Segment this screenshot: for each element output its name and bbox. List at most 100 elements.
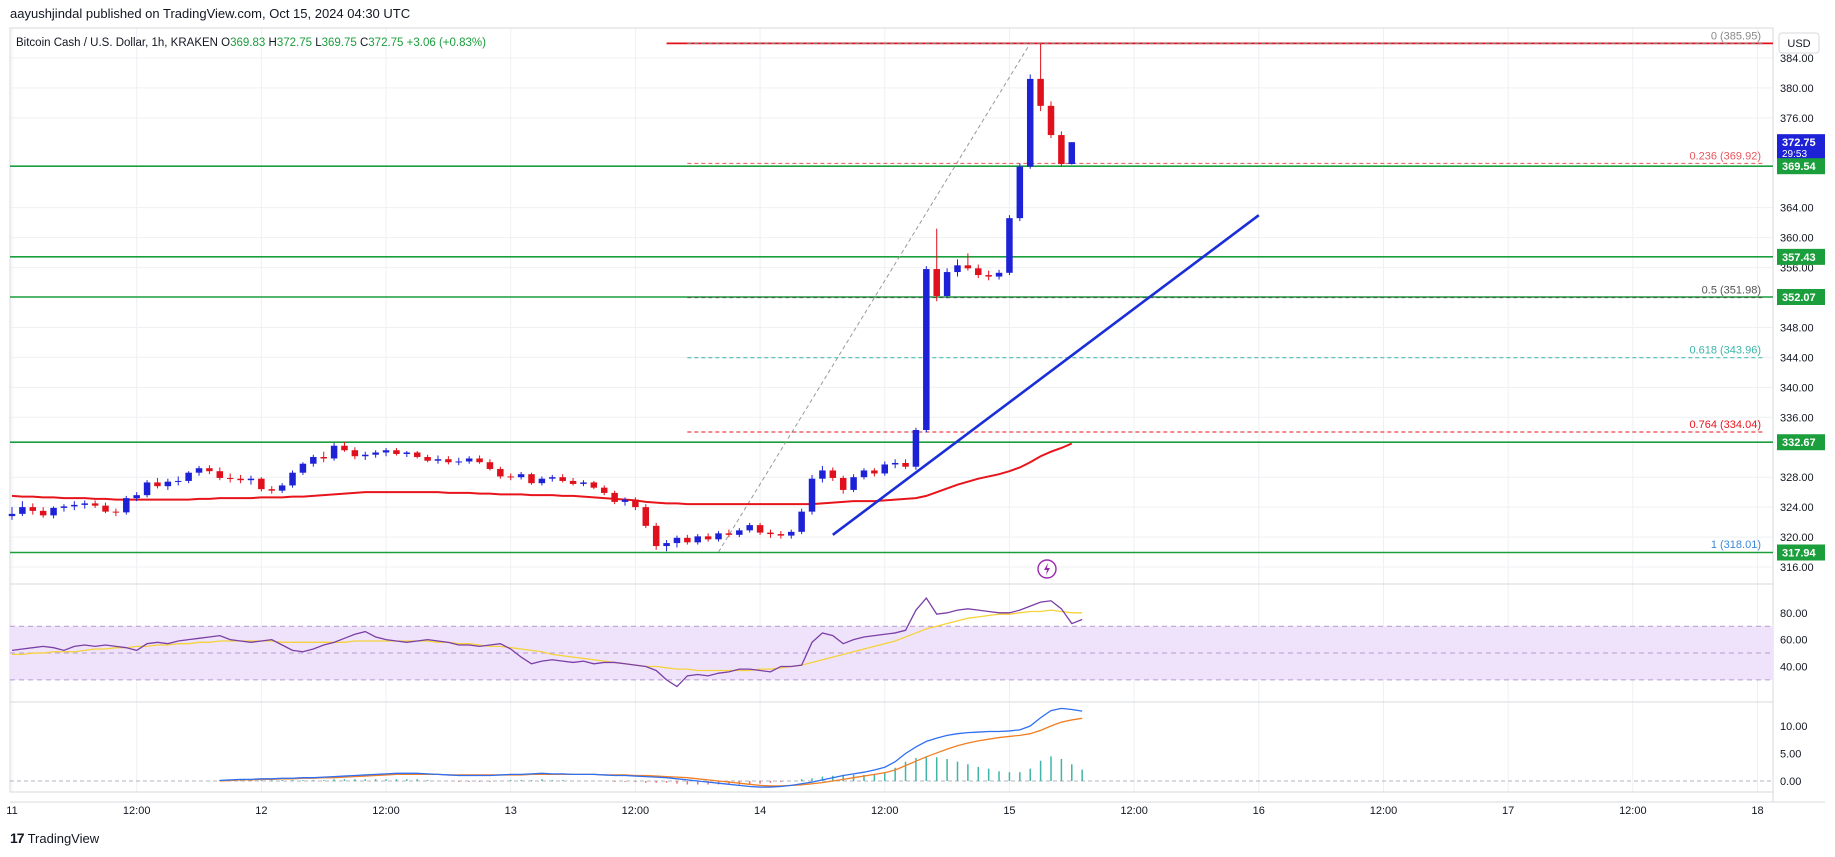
candle — [517, 471, 525, 480]
candle-body — [1037, 78, 1044, 106]
macd-tick-label: 5.00 — [1780, 749, 1801, 761]
lightning-icon — [1044, 563, 1050, 575]
trend-line — [832, 214, 1260, 536]
candle — [569, 477, 577, 486]
candle-body — [185, 472, 192, 481]
candle-body — [455, 461, 463, 463]
candle-body — [684, 537, 691, 543]
candle — [1037, 43, 1044, 112]
moving-average-line — [11, 442, 1073, 506]
candle — [102, 502, 109, 514]
candle — [871, 468, 878, 477]
candle — [123, 495, 130, 515]
price-tick-label: 316.00 — [1780, 562, 1814, 574]
candle-body — [174, 480, 182, 482]
candle-body — [632, 499, 639, 508]
price-tick-label: 380.00 — [1780, 83, 1814, 95]
price-badge-label: 332.67 — [1782, 437, 1816, 449]
candle-body — [995, 272, 1003, 277]
candle-body — [19, 507, 26, 514]
candle — [476, 455, 483, 464]
candle — [985, 270, 992, 281]
candle-body — [871, 470, 878, 474]
candle-body — [143, 482, 151, 496]
candle-body — [777, 534, 785, 536]
candle — [164, 478, 172, 490]
price-tick-label: 348.00 — [1780, 322, 1814, 334]
candle-body — [133, 495, 140, 499]
candle-body — [559, 477, 566, 481]
price-tick-label: 364.00 — [1780, 203, 1814, 215]
candle-body — [39, 510, 47, 516]
macd-line — [219, 707, 1083, 788]
candle — [902, 459, 909, 469]
candle-body — [1047, 105, 1055, 136]
candle — [8, 507, 16, 520]
candle-body — [195, 468, 203, 473]
candle — [268, 486, 275, 494]
candle-body — [268, 489, 275, 491]
time-tick-label: 18 — [1751, 805, 1763, 817]
moving-average — [11, 442, 1073, 506]
time-tick-label: 14 — [754, 805, 766, 817]
candle-body — [29, 507, 37, 511]
candle — [507, 473, 514, 481]
footer-brand: 17 TradingView — [10, 830, 99, 846]
time-tick-label: 12 — [255, 805, 267, 817]
candle-body — [123, 498, 130, 513]
candle-body — [258, 478, 265, 490]
candle — [777, 531, 785, 539]
candle — [684, 534, 691, 545]
fib-level-label: 0 (385.95) — [1711, 30, 1761, 42]
candle — [611, 490, 618, 505]
candle-body — [320, 456, 327, 459]
candle-body — [704, 536, 712, 540]
price-tick-label: 336.00 — [1780, 412, 1814, 424]
candle-body — [206, 468, 213, 472]
legend-part: 369.83 — [230, 37, 268, 49]
alert-icon — [1037, 559, 1057, 579]
candle-body — [330, 445, 338, 459]
candle-body — [642, 507, 650, 526]
macd-pane — [10, 707, 1773, 788]
candle-body — [933, 269, 940, 297]
candle-body — [549, 477, 556, 479]
fib-level-label: 0.236 (369.92) — [1689, 150, 1761, 162]
candle-body — [923, 269, 930, 431]
candle — [112, 508, 120, 517]
candle-body — [611, 492, 618, 502]
candle — [39, 507, 47, 518]
candle-body — [60, 506, 68, 508]
candle-body — [788, 531, 795, 536]
currency-label: USD — [1787, 38, 1810, 50]
candle — [881, 461, 889, 476]
candle — [694, 534, 701, 545]
candle-body — [1016, 166, 1024, 219]
candle — [310, 454, 317, 467]
time-tick-label: 16 — [1253, 805, 1265, 817]
candle — [143, 480, 151, 498]
candle — [652, 522, 660, 550]
candle — [850, 474, 857, 493]
candle-body — [403, 452, 411, 454]
legend-part: +3.06 (+0.83%) — [407, 37, 486, 49]
candle-body — [580, 482, 587, 484]
candle — [704, 533, 712, 542]
candle — [975, 264, 982, 279]
candle — [497, 466, 504, 479]
trend-line — [832, 214, 1260, 536]
candle — [81, 500, 88, 509]
candle-body — [652, 525, 660, 547]
candle — [393, 447, 400, 456]
candle-body — [985, 275, 992, 277]
candle — [289, 470, 296, 488]
countdown-label: 29:53 — [1782, 149, 1807, 160]
time-tick-label: 12:00 — [1370, 805, 1398, 817]
candle — [278, 483, 286, 493]
candle — [71, 501, 78, 511]
candle-body — [663, 543, 670, 547]
candle — [673, 535, 681, 548]
candle — [1016, 163, 1024, 222]
candle-body — [964, 265, 972, 269]
